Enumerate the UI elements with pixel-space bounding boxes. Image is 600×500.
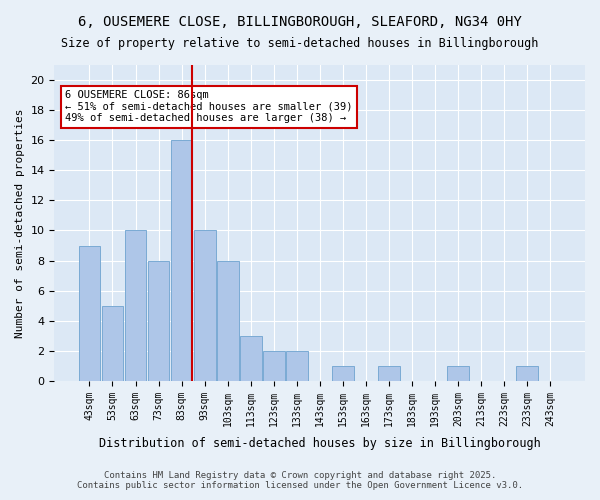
Bar (447, 366, 469, 381)
Bar (79, 246, 100, 381)
Bar (378, 366, 400, 381)
Bar (170, 140, 193, 381)
Bar (332, 366, 353, 381)
Text: 6, OUSEMERE CLOSE, BILLINGBOROUGH, SLEAFORD, NG34 0HY: 6, OUSEMERE CLOSE, BILLINGBOROUGH, SLEAF… (78, 15, 522, 29)
Bar (516, 366, 538, 381)
Bar (217, 260, 239, 381)
Text: Contains HM Land Registry data © Crown copyright and database right 2025.
Contai: Contains HM Land Registry data © Crown c… (77, 470, 523, 490)
Bar (263, 351, 284, 381)
Text: Size of property relative to semi-detached houses in Billingborough: Size of property relative to semi-detach… (61, 38, 539, 51)
Bar (286, 351, 308, 381)
Text: 6 OUSEMERE CLOSE: 86sqm
← 51% of semi-detached houses are smaller (39)
49% of se: 6 OUSEMERE CLOSE: 86sqm ← 51% of semi-de… (65, 90, 353, 124)
Y-axis label: Number of semi-detached properties: Number of semi-detached properties (15, 108, 25, 338)
Bar (125, 230, 146, 381)
Bar (239, 336, 262, 381)
Bar (101, 306, 124, 381)
X-axis label: Distribution of semi-detached houses by size in Billingborough: Distribution of semi-detached houses by … (99, 437, 541, 450)
Bar (194, 230, 215, 381)
Bar (148, 260, 169, 381)
